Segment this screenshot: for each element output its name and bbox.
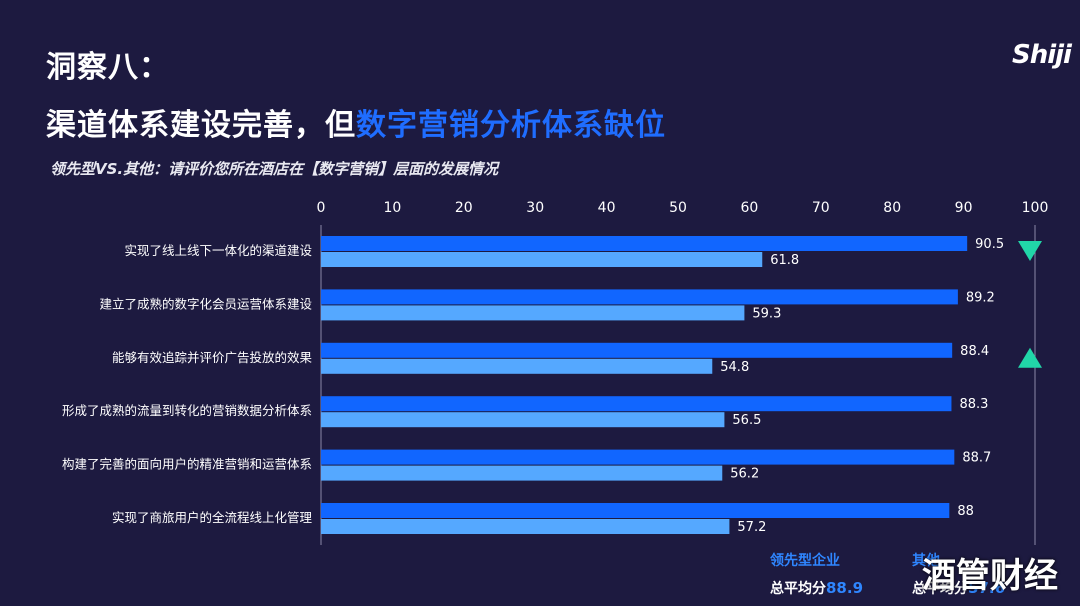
headline-prefix: 渠道体系建设完善，但	[46, 108, 356, 143]
leader-avg-value: 88.9	[826, 579, 864, 597]
avg-label: 总平均分	[912, 581, 968, 597]
bar-leader	[321, 449, 955, 465]
data-label-leader: 90.5	[975, 237, 1004, 252]
bar-leader	[321, 342, 953, 358]
x-tick-label: 100	[1022, 200, 1049, 216]
data-label-other: 56.5	[732, 413, 761, 428]
data-label-leader: 88.3	[959, 397, 988, 412]
category-label: 形成了成熟的流量到转化的营销数据分析体系	[62, 403, 312, 418]
category-label: 能够有效追踪并评价广告投放的效果	[112, 350, 313, 365]
x-tick-label: 30	[526, 200, 544, 216]
x-tick-label: 10	[383, 200, 401, 216]
legend-other-avg: 总平均分57.6	[912, 578, 1005, 598]
x-tick-label: 90	[955, 200, 973, 216]
data-label-other: 57.2	[737, 520, 766, 535]
data-label-leader: 89.2	[966, 290, 995, 305]
headline: 渠道体系建设完善，但数字营销分析体系缺位	[46, 100, 666, 144]
data-label-leader: 88.4	[960, 344, 989, 359]
bar-leader	[321, 503, 950, 518]
legend-leader-label: 领先型企业	[770, 553, 840, 569]
data-label-other: 56.2	[730, 467, 759, 482]
category-label: 构建了完善的面向用户的精准营销和运营体系	[62, 457, 312, 472]
data-label-other: 59.3	[752, 306, 781, 321]
legend-other-label: 其他	[912, 553, 940, 569]
headline-highlight: 数字营销分析体系缺位	[356, 108, 666, 143]
watermark: 酒管财经	[922, 556, 1058, 596]
data-label-leader: 88	[957, 504, 974, 519]
avg-label: 总平均分	[770, 581, 826, 597]
page-title: 洞察八：	[46, 50, 170, 85]
chart-subtitle: 领先型VS.其他：请评价您所在酒店在【数字营销】层面的发展情况	[50, 160, 499, 178]
legend-leader-avg: 总平均分88.9	[770, 578, 863, 598]
x-tick-label: 80	[883, 200, 901, 216]
x-tick-label: 20	[455, 200, 473, 216]
bar-other	[321, 412, 725, 428]
shiji-logo: Shiji	[1012, 40, 1072, 70]
data-label-leader: 88.7	[962, 451, 991, 466]
data-label-other: 54.8	[720, 360, 749, 375]
triangle-up-icon	[1018, 347, 1042, 368]
category-label: 实现了线上线下一体化的渠道建设	[124, 243, 312, 258]
bar-leader	[321, 236, 968, 251]
x-tick-label: 0	[317, 200, 326, 216]
bar-other	[321, 519, 730, 534]
bar-other	[321, 252, 763, 267]
x-tick-label: 70	[812, 200, 830, 216]
data-label-other: 61.8	[770, 253, 799, 268]
bar-other	[321, 358, 713, 374]
x-tick-label: 60	[740, 200, 758, 216]
triangle-down-icon	[1018, 241, 1042, 261]
x-tick-label: 50	[669, 200, 687, 216]
category-label: 实现了商旅用户的全流程线上化管理	[112, 510, 313, 525]
other-avg-value: 57.6	[968, 579, 1006, 597]
bar-leader	[321, 396, 952, 412]
bar-other	[321, 305, 745, 321]
x-tick-label: 40	[598, 200, 616, 216]
bar-leader	[321, 289, 958, 305]
bar-other	[321, 465, 723, 481]
category-label: 建立了成熟的数字化会员运营体系建设	[99, 296, 312, 311]
